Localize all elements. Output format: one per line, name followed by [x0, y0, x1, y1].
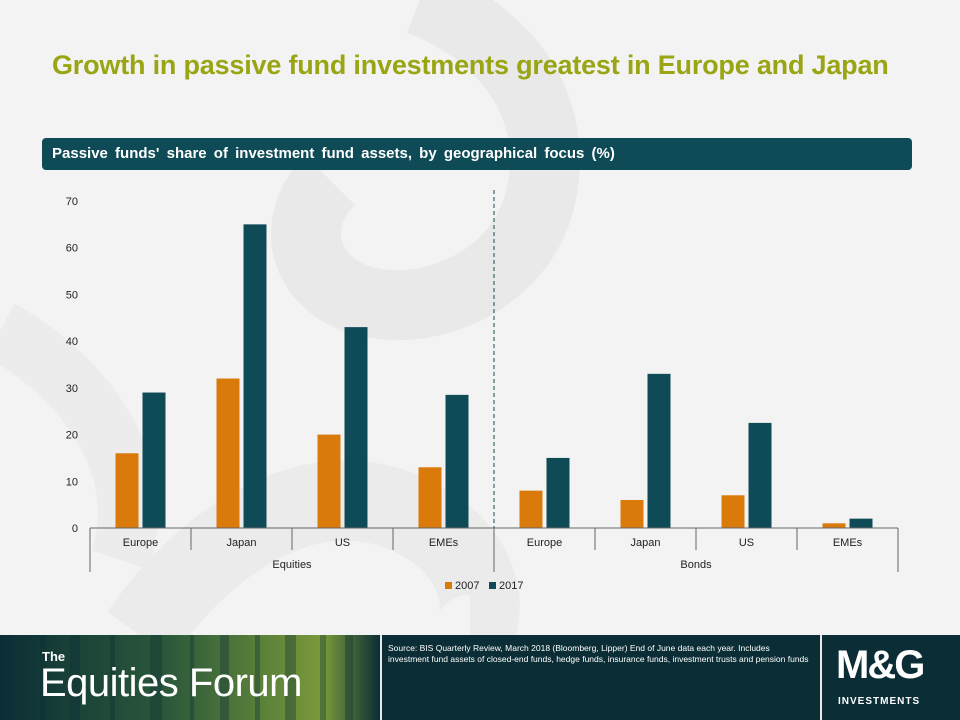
bar-2007 — [317, 434, 341, 528]
legend-label-2007: 2007 — [455, 580, 479, 592]
bar-2007 — [822, 523, 846, 528]
bar-2017 — [546, 457, 570, 528]
brand-the: The — [42, 649, 66, 664]
bar-2007 — [418, 467, 442, 528]
x-tick-label: Japan — [631, 537, 661, 549]
bar-2007 — [620, 499, 644, 528]
logo-subtitle: INVESTMENTS — [838, 696, 921, 707]
group-label: Bonds — [680, 559, 712, 571]
mg-logo: M&G INVESTMENTS — [830, 641, 950, 715]
bar-2007 — [216, 378, 240, 528]
chart-header: Passive funds' share of investment fund … — [42, 138, 912, 170]
bar-2017 — [647, 373, 671, 528]
legend-label-2017: 2017 — [499, 580, 523, 592]
bar-2007 — [519, 490, 543, 528]
bar-2007 — [115, 453, 139, 528]
x-tick-label: Japan — [227, 537, 257, 549]
legend-swatch-2007 — [445, 582, 452, 589]
y-tick-label: 50 — [66, 289, 78, 301]
page-title: Growth in passive fund investments great… — [52, 50, 889, 80]
source-note: Source: BIS Quarterly Review, March 2018… — [388, 643, 809, 664]
logo-mark: M&G — [836, 643, 925, 687]
footer-divider — [820, 635, 822, 720]
bar-chart: 0 10 20 30 40 50 60 70 Europe Japan US EMEs Europe Ja… — [66, 190, 899, 592]
group-label: Equities — [272, 559, 312, 571]
y-tick-label: 10 — [66, 476, 78, 488]
bar-2007 — [721, 495, 745, 528]
y-tick-label: 30 — [66, 383, 78, 395]
x-tick-label: US — [335, 537, 350, 549]
y-tick-label: 20 — [66, 430, 78, 442]
y-tick-label: 0 — [72, 523, 78, 535]
x-tick-label: EMEs — [429, 537, 459, 549]
y-tick-label: 60 — [66, 243, 78, 255]
bar-2017 — [849, 518, 873, 528]
bar-2017 — [748, 422, 772, 528]
footer: The Equities Forum Source: BIS Quarterly… — [0, 635, 960, 720]
x-tick-label: EMEs — [833, 537, 863, 549]
legend-swatch-2017 — [489, 582, 496, 589]
footer-stripes — [0, 635, 380, 720]
x-tick-label: Europe — [123, 537, 158, 549]
bar-2017 — [445, 394, 469, 528]
bar-2017 — [243, 224, 267, 528]
y-tick-label: 70 — [66, 196, 78, 208]
x-tick-label: US — [739, 537, 754, 549]
x-tick-label: Europe — [527, 537, 562, 549]
bar-2017 — [142, 392, 166, 528]
footer-divider — [380, 635, 382, 720]
bar-2017 — [344, 327, 368, 528]
y-tick-label: 40 — [66, 336, 78, 348]
brand-name: Equities Forum — [40, 661, 302, 705]
